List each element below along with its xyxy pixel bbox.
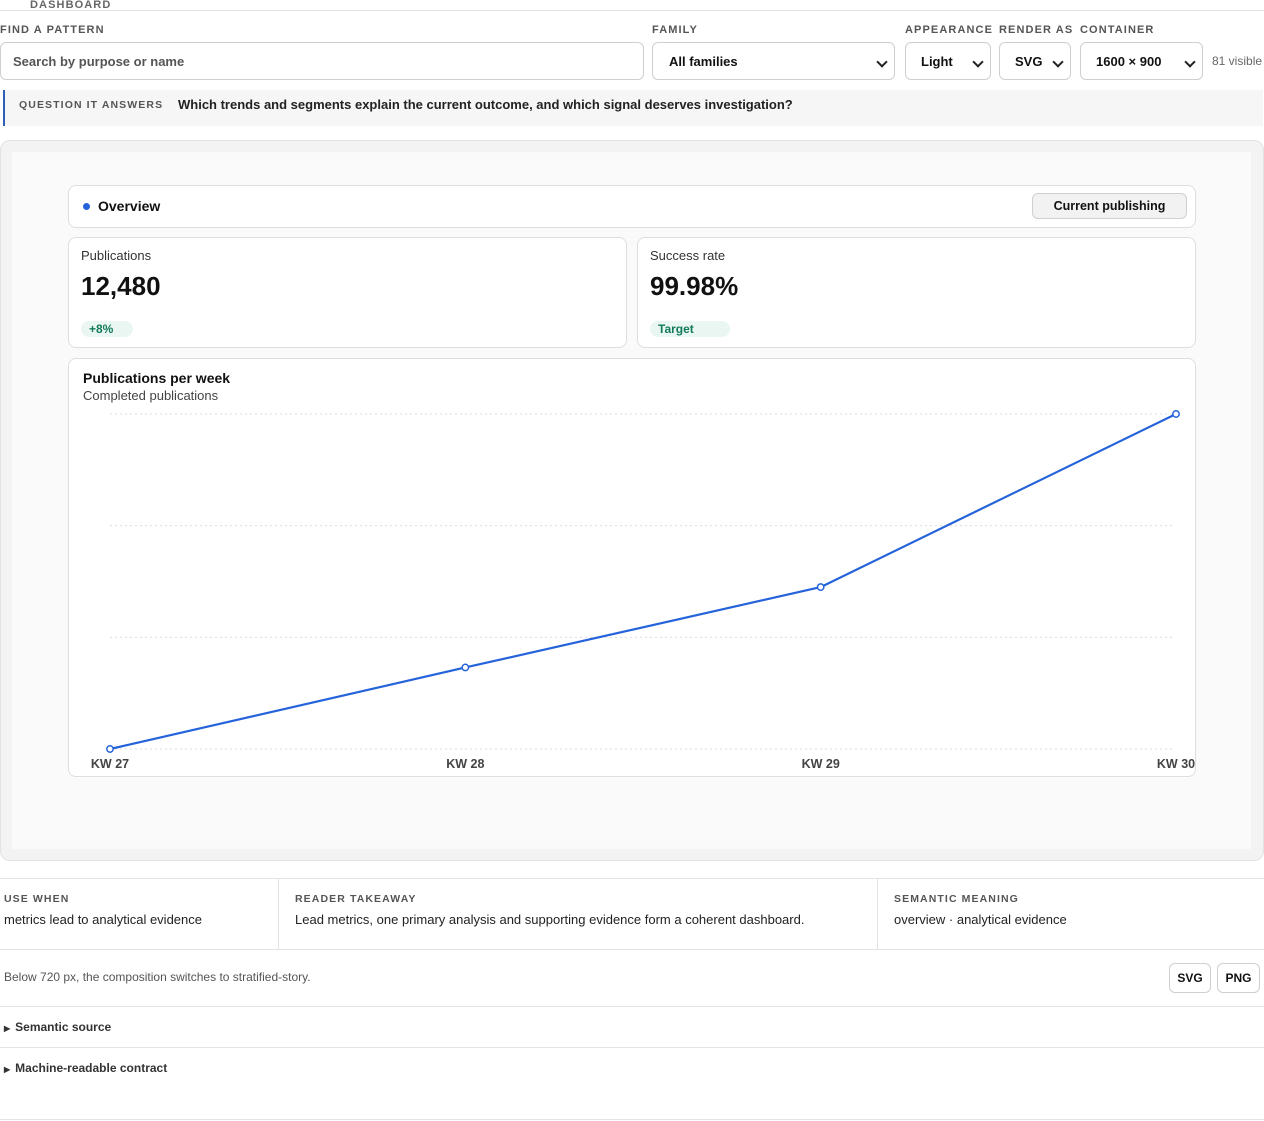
button-label: Current publishing [1053,199,1166,213]
question-text: Which trends and segments explain the cu… [178,97,793,112]
chevron [876,56,888,68]
divider [0,1047,1264,1048]
select-value: All families [669,53,738,69]
download-button[interactable]: PNG [1217,963,1260,993]
select-value: Light [921,53,953,69]
overview-bar: Overview Current publishing [68,185,1196,228]
appearance-select[interactable]: Light [905,42,991,80]
divider [0,878,1264,879]
status-dot [83,203,90,210]
kpi-card: Publications 12,480 +8% [68,237,627,348]
divider [0,1006,1264,1007]
container-select[interactable]: 1600 × 900 [1080,42,1203,80]
filter-label: FAMILY [652,24,698,36]
search-input[interactable]: Search by purpose or name [0,42,644,80]
filter-label: CONTAINER [1080,24,1155,36]
line-chart: KW 27 KW 28 KW 29 KW 30 [91,410,1195,771]
note: Below 720 px, the composition switches t… [4,970,311,984]
detail-label: READER TAKEAWAY [295,893,417,905]
kpi-label: Publications [81,248,152,263]
line [109,413,1177,751]
select-value: 1600 × 900 [1096,53,1162,69]
count-text: 81 visible [1212,54,1263,68]
chevron [1052,56,1064,68]
disclosure-label: Semantic source [15,1020,112,1034]
kpi-badge: +8% [81,321,133,337]
disclosure[interactable]: ▶ Machine-readable contract [4,1061,168,1075]
point [106,745,114,753]
filter-label: RENDER AS [999,24,1074,36]
kpi-value: 12,480 [81,271,161,301]
detail-text: Lead metrics, one primary analysis and s… [295,912,805,927]
x-tick-label: KW 27 [91,757,129,771]
select-value: SVG [1015,53,1043,69]
point [461,663,470,672]
detail-label: SEMANTIC MEANING [894,893,1019,905]
overview-title: Overview [98,198,161,214]
filter-label: FIND A PATTERN [0,24,105,36]
x-tick-label: KW 29 [802,757,840,771]
detail-text: overview · analytical evidence [894,912,1067,927]
point [816,583,825,592]
chevron [1184,56,1196,68]
button-label: PNG [1225,971,1252,985]
chart-card: Publications per week Completed publicat… [68,358,1196,777]
point [1172,410,1180,418]
disclosure-label: Machine-readable contract [15,1061,168,1075]
download-button[interactable]: SVG [1169,963,1211,993]
column-divider [278,878,279,949]
publishing-button[interactable]: Current publishing [1032,193,1187,219]
filter-label: APPEARANCE [905,24,994,36]
section-title: DASHBOARD [30,0,112,11]
question-bar: QUESTION IT ANSWERS Which trends and seg… [3,90,1263,126]
question-label: QUESTION IT ANSWERS [19,99,164,111]
chevron [972,56,984,68]
family-select[interactable]: All families [652,42,895,80]
divider [0,10,1264,11]
render-select[interactable]: SVG [999,42,1071,80]
divider [0,1119,1264,1120]
divider [0,949,1264,950]
column-divider [877,878,878,949]
kpi-value: 99.98% [650,271,739,301]
detail-label: USE WHEN [4,893,70,905]
x-tick-label: KW 30 [1157,757,1195,771]
x-tick-label: KW 28 [446,757,484,771]
disclosure[interactable]: ▶ Semantic source [4,1020,112,1034]
chart-title: Publications per week [83,370,231,386]
button-label: SVG [1177,971,1203,985]
placeholder: Search by purpose or name [13,53,185,69]
kpi-card: Success rate 99.98% Target [637,237,1196,348]
chart-subtitle: Completed publications [83,388,219,403]
kpi-badge: Target [650,321,730,337]
kpi-label: Success rate [650,248,726,263]
detail-text: metrics lead to analytical evidence [4,912,202,927]
visible-count: 81 visible [1212,54,1262,68]
